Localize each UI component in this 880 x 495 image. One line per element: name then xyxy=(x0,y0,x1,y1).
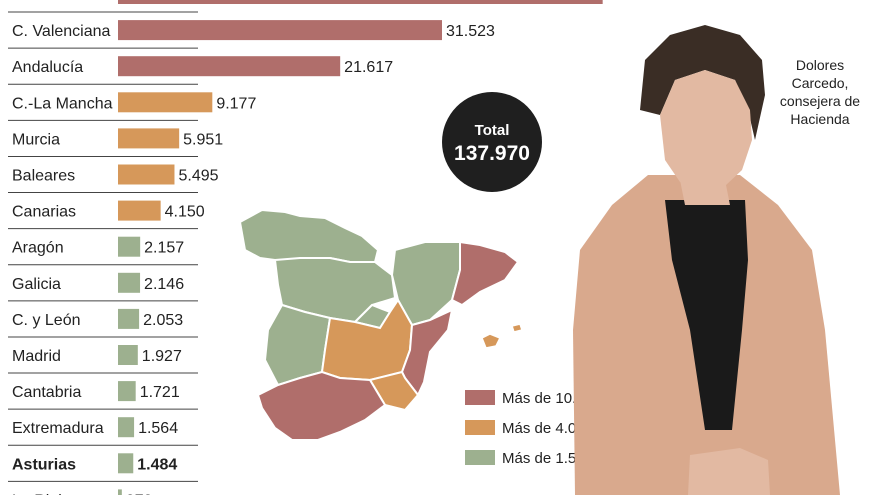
category-label: La Rioja xyxy=(12,492,71,495)
category-label: Canarias xyxy=(12,204,76,221)
bar xyxy=(118,92,213,113)
value-label: 5.951 xyxy=(183,131,223,148)
total-circle xyxy=(442,92,542,192)
legend-swatch xyxy=(465,450,495,465)
value-label: 2.146 xyxy=(144,276,184,293)
value-label: 47.155 xyxy=(607,0,656,4)
category-label: Cataluña xyxy=(12,0,76,4)
category-label: Asturias xyxy=(12,456,76,473)
total-title: Total xyxy=(475,122,510,139)
bar xyxy=(118,489,122,495)
bar xyxy=(118,381,136,402)
bar xyxy=(118,417,135,438)
caption-line-3: consejera de xyxy=(779,93,861,109)
category-label: Galicia xyxy=(12,276,61,293)
caption-line-2: Carcedo, xyxy=(791,75,849,91)
photo-caption: Dolores Carcedo, consejera de Hacienda xyxy=(770,56,870,128)
map-region-comunidad-valenciana xyxy=(400,308,454,397)
portrait-shirt xyxy=(665,200,748,430)
bar-chart: Cataluña 47.155 C. Valenciana 31.523 Andaluc… xyxy=(8,0,656,495)
portrait-photo xyxy=(573,25,840,495)
bar xyxy=(118,308,140,329)
map-region-galicia-asturias-cantabria xyxy=(238,208,380,264)
caption-line-4: Hacienda xyxy=(790,111,850,127)
total-value: 137.970 xyxy=(454,142,530,165)
category-label: Madrid xyxy=(12,348,61,365)
category-label: Extremadura xyxy=(12,420,104,437)
bar xyxy=(118,453,134,474)
legend-label: Más de 4.000 xyxy=(502,420,593,437)
value-label: 9.177 xyxy=(216,95,256,112)
map-region-baleares-minor xyxy=(511,323,523,333)
value-label: 21.617 xyxy=(344,59,393,76)
map-region-aragon xyxy=(390,241,461,327)
bar xyxy=(118,164,175,185)
portrait-hair xyxy=(640,25,765,140)
value-label: 2.053 xyxy=(143,312,183,329)
bar xyxy=(118,56,341,77)
legend-swatch xyxy=(465,420,495,435)
value-label: 31.523 xyxy=(446,23,495,40)
category-label: C.-La Mancha xyxy=(12,95,113,112)
map-region-cataluna xyxy=(450,240,520,307)
category-label: C. Valenciana xyxy=(12,23,111,40)
category-label: C. y León xyxy=(12,312,80,329)
map-region-baleares xyxy=(481,333,502,349)
map-region-andalucia xyxy=(256,370,387,441)
category-label: Baleares xyxy=(12,168,75,185)
value-label: 2.157 xyxy=(144,240,184,257)
bar xyxy=(118,0,603,4)
portrait-face xyxy=(660,70,752,190)
spain-map xyxy=(238,208,523,441)
portrait-hand xyxy=(688,448,770,495)
value-label: 373 xyxy=(126,492,153,495)
category-label: Cantabria xyxy=(12,384,81,401)
portrait-neck xyxy=(680,180,730,205)
value-label: 5.495 xyxy=(178,168,218,185)
legend-swatch xyxy=(465,390,495,405)
caption-line-1: Dolores xyxy=(795,57,845,73)
total-badge: Total 137.970 xyxy=(442,92,542,192)
bar xyxy=(118,20,442,41)
value-label: 4.150 xyxy=(165,204,205,221)
category-label: Andalucía xyxy=(12,59,83,76)
bar xyxy=(118,128,180,149)
value-label: 1.927 xyxy=(142,348,182,365)
value-label: 1.721 xyxy=(140,384,180,401)
value-label: 1.484 xyxy=(137,456,177,473)
bar xyxy=(118,272,141,293)
value-label: 1.564 xyxy=(138,420,178,437)
bar xyxy=(118,345,138,365)
bar xyxy=(118,200,161,221)
category-label: Murcia xyxy=(12,131,60,148)
legend-label: Más de 1.500 xyxy=(502,450,593,467)
bar xyxy=(118,236,141,257)
category-label: Aragón xyxy=(12,240,64,257)
